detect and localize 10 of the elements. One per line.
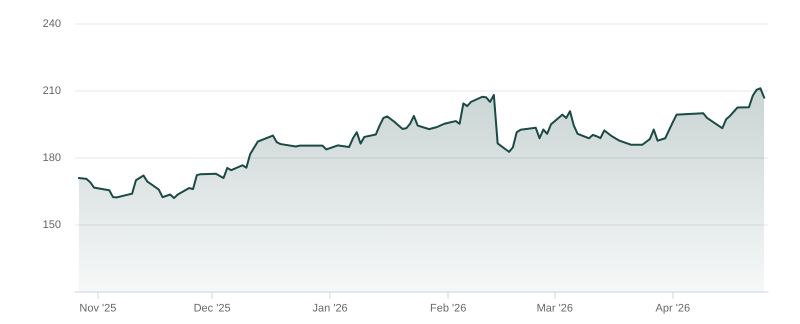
- x-tick-label: Nov '25: [79, 302, 116, 314]
- y-tick-label: 210: [42, 84, 61, 97]
- x-tick-label: Feb '26: [430, 302, 466, 314]
- y-tick-label: 240: [42, 18, 61, 30]
- x-tick-label: Apr '26: [656, 302, 690, 314]
- x-tick-label: Jan '26: [312, 302, 348, 314]
- y-tick-label: 150: [42, 218, 61, 231]
- y-tick-label: 180: [42, 152, 61, 164]
- x-tick-label: Mar '26: [536, 302, 573, 314]
- x-tick-label: Dec '25: [194, 302, 231, 314]
